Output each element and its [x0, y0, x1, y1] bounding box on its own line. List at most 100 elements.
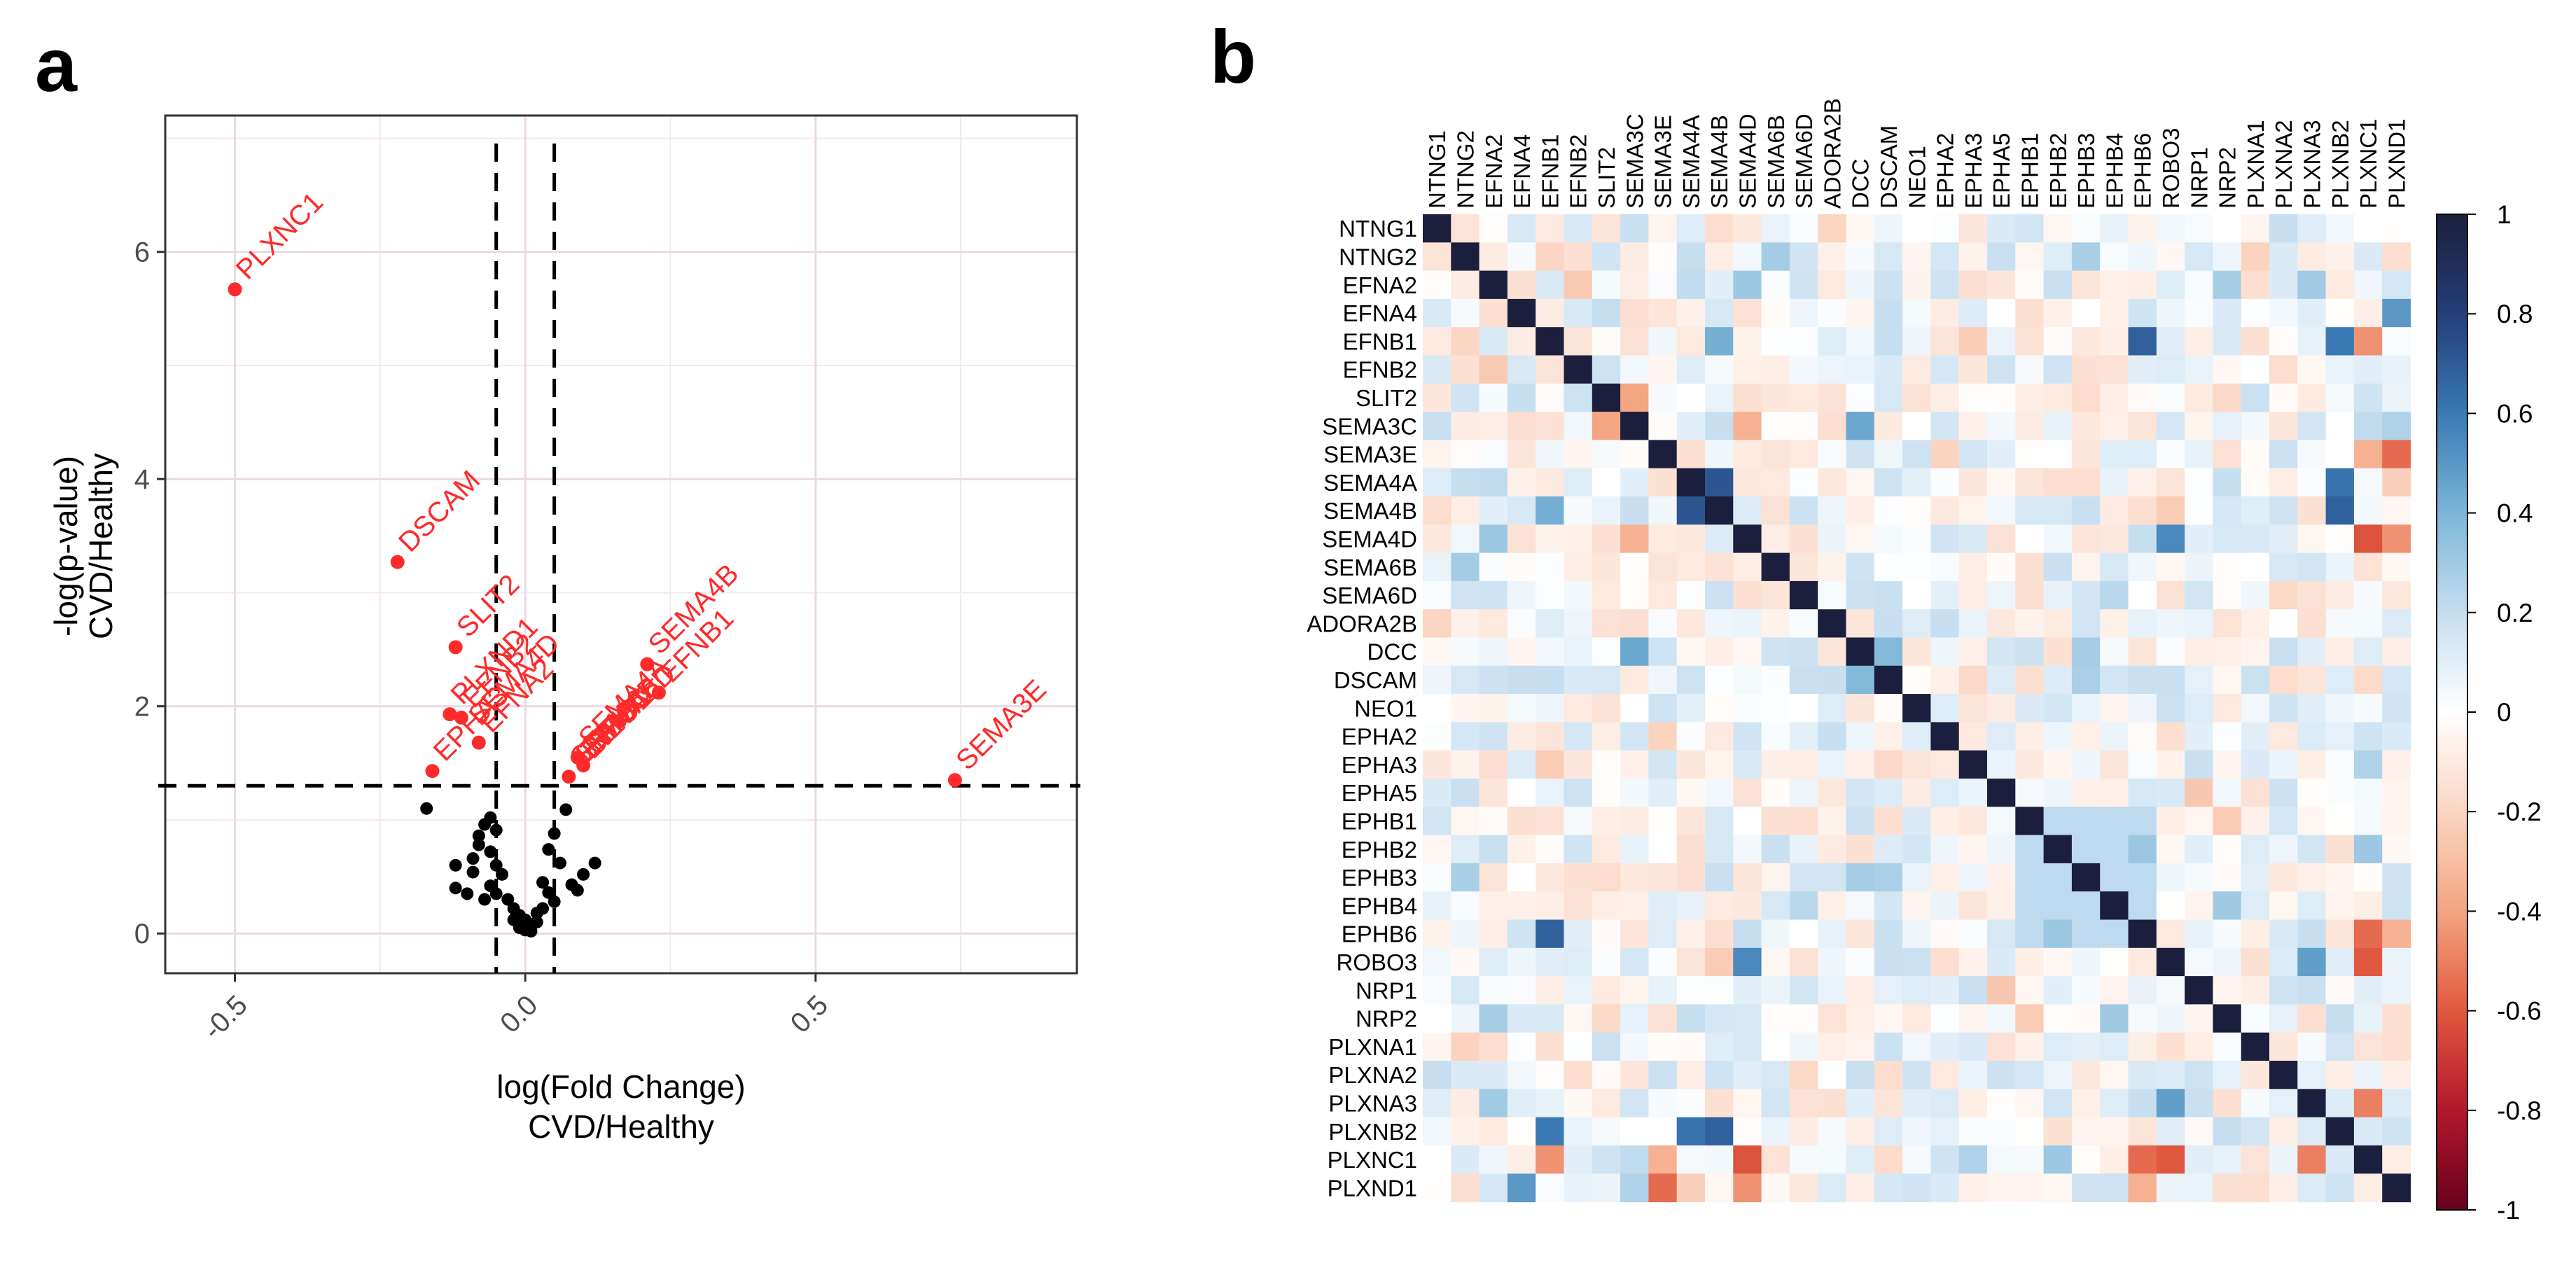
- cell-dscam-slit2: [1592, 665, 1621, 695]
- cell-epha3-nrp2: [2213, 750, 2242, 779]
- cell-ephb6-adora2b: [1818, 919, 1847, 949]
- cell-nrp1-ntng2: [1451, 976, 1480, 1005]
- col-label-epha5: EPHA5: [1989, 133, 2014, 209]
- cell-ntng1-sema4a: [1676, 214, 1706, 243]
- cell-sema6b-sema3e: [1648, 552, 1678, 582]
- cell-ephb4-sema3c: [1620, 891, 1649, 921]
- cell-plxna3-sema3c: [1620, 1089, 1649, 1118]
- cell-neo1-ntng1: [1423, 694, 1451, 723]
- cell-adora2b-robo3: [2156, 609, 2185, 639]
- cell-sema3c-epha2: [1930, 412, 1960, 440]
- cell-ntng2-efna4: [1507, 242, 1536, 272]
- cell-sema4a-ntng2: [1451, 468, 1480, 497]
- cell-slit2-plxnb2: [2325, 383, 2355, 412]
- cell-plxnc1-epha3: [1958, 1145, 1988, 1174]
- cell-ephb1-ntng1: [1423, 807, 1451, 836]
- cell-dcc-plxnb2: [2325, 637, 2355, 667]
- cell-ephb4-dscam: [1874, 891, 1903, 921]
- cell-ephb1-ntng2: [1451, 807, 1480, 836]
- cell-ntng2-sema3e: [1648, 242, 1678, 272]
- cell-sema4a-ephb4: [2100, 468, 2129, 497]
- cell-plxnc1-ntng1: [1423, 1145, 1451, 1174]
- cell-sema4b-slit2: [1592, 496, 1621, 525]
- cell-neo1-plxna3: [2297, 694, 2327, 723]
- cell-sema4a-nrp2: [2213, 468, 2242, 497]
- cell-ephb3-slit2: [1592, 863, 1621, 892]
- cell-efna4-sema3c: [1620, 298, 1649, 328]
- cell-plxnb2-efna4: [1507, 1117, 1536, 1146]
- cell-ntng2-plxnc1: [2353, 242, 2383, 272]
- cell-nrp1-adora2b: [1818, 976, 1847, 1005]
- cell-sema4b-sema6d: [1789, 496, 1818, 525]
- cell-ephb4-epha5: [1987, 891, 2016, 921]
- cell-ephb2-ephb2: [2043, 835, 2073, 864]
- colorbar-tick-label-4: 0.2: [2497, 599, 2533, 627]
- cell-ephb4-efna4: [1507, 891, 1536, 921]
- cell-plxna1-dscam: [1874, 1032, 1903, 1061]
- cell-sema4d-robo3: [2156, 524, 2185, 554]
- cell-dscam-sema3c: [1620, 665, 1649, 695]
- cell-ephb1-plxnc1: [2353, 807, 2383, 836]
- cell-plxnb2-neo1: [1902, 1117, 1931, 1146]
- cell-sema3c-plxnd1: [2382, 412, 2411, 440]
- cell-plxnd1-adora2b: [1818, 1173, 1847, 1203]
- cell-efnb2-nrp2: [2213, 355, 2242, 384]
- cell-sema3e-ntng1: [1423, 440, 1451, 469]
- cell-plxna2-robo3: [2156, 1061, 2185, 1089]
- cell-plxnd1-sema3c: [1620, 1173, 1649, 1203]
- cell-ephb4-sema4d: [1733, 891, 1762, 921]
- cell-robo3-plxnb2: [2325, 947, 2355, 977]
- cell-efna2-ephb1: [2015, 270, 2045, 300]
- cell-plxnd1-ephb6: [2128, 1173, 2157, 1203]
- cell-sema4d-plxna2: [2269, 524, 2298, 554]
- cell-efna4-sema6d: [1789, 298, 1818, 328]
- cell-plxnc1-epha5: [1987, 1145, 2016, 1174]
- cell-sema4d-plxnd1: [2382, 524, 2411, 554]
- cell-sema3e-ephb6: [2128, 440, 2157, 469]
- cell-plxnc1-plxna2: [2269, 1145, 2298, 1174]
- cell-dcc-epha5: [1987, 637, 2016, 667]
- cell-sema3c-sema3c: [1620, 412, 1649, 440]
- cell-plxna3-sema6b: [1761, 1089, 1790, 1118]
- sig-point-plxnc1: [228, 282, 242, 297]
- cell-efnb2-epha3: [1958, 355, 1988, 384]
- cell-ephb4-robo3: [2156, 891, 2185, 921]
- cell-ephb3-ephb3: [2071, 863, 2101, 892]
- cell-epha2-ephb3: [2071, 722, 2101, 751]
- cell-adora2b-sema4b: [1705, 609, 1734, 639]
- cell-epha5-plxnc1: [2353, 779, 2383, 807]
- cell-dcc-sema3c: [1620, 637, 1649, 667]
- cell-neo1-dcc: [1846, 694, 1875, 723]
- cell-plxnb2-nrp2: [2213, 1117, 2242, 1146]
- cell-epha5-ephb2: [2043, 779, 2073, 807]
- cell-nrp1-efna4: [1507, 976, 1536, 1005]
- cell-sema6d-epha3: [1958, 580, 1988, 610]
- cell-neo1-sema6b: [1761, 694, 1790, 723]
- cell-ephb4-slit2: [1592, 891, 1621, 921]
- cell-ephb3-plxnd1: [2382, 863, 2411, 892]
- cell-efna2-ephb6: [2128, 270, 2157, 300]
- cell-robo3-dscam: [1874, 947, 1903, 977]
- cell-robo3-dcc: [1846, 947, 1875, 977]
- cell-epha2-nrp2: [2213, 722, 2242, 751]
- cell-epha5-robo3: [2156, 779, 2185, 807]
- row-label-sema4a: SEMA4A: [1323, 470, 1417, 496]
- cell-plxna1-plxna1: [2241, 1032, 2270, 1061]
- colorbar-tick-label-8: -0.6: [2497, 997, 2542, 1026]
- cell-robo3-sema6d: [1789, 947, 1818, 977]
- cell-efna4-ntng1: [1423, 298, 1451, 328]
- col-label-neo1: NEO1: [1904, 146, 1930, 209]
- cell-ephb6-sema6d: [1789, 919, 1818, 949]
- cell-efna4-sema6b: [1761, 298, 1790, 328]
- cell-plxnd1-sema6b: [1761, 1173, 1790, 1203]
- cell-efna4-sema3e: [1648, 298, 1678, 328]
- cell-ephb6-sema4b: [1705, 919, 1734, 949]
- cell-plxnb2-sema4a: [1676, 1117, 1706, 1146]
- cell-plxnd1-dcc: [1846, 1173, 1875, 1203]
- cell-ephb4-plxnb2: [2325, 891, 2355, 921]
- cell-dcc-ntng2: [1451, 637, 1480, 667]
- cell-plxna1-sema3c: [1620, 1032, 1649, 1061]
- cell-efna2-efna2: [1479, 270, 1508, 300]
- cell-ephb6-ntng2: [1451, 919, 1480, 949]
- cell-epha3-ntng1: [1423, 750, 1451, 779]
